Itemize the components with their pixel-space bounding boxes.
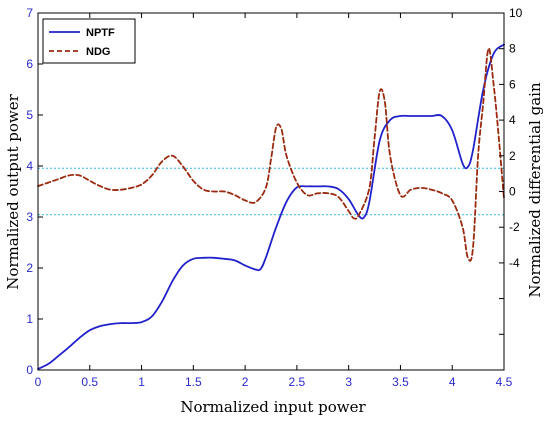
x-tick-label: 0.5 (81, 375, 98, 389)
series-line-ndg (37, 47, 505, 262)
y-left-tick-label: 5 (26, 108, 33, 122)
x-axis-ticks: 0 0.5 1 1.5 2 2.5 3 3.5 4 4.5 (35, 13, 513, 389)
y-right-tick-label: 6 (509, 77, 516, 91)
y-left-tick-label: 0 (26, 363, 33, 377)
x-tick-label: 4.5 (496, 375, 513, 389)
y-right-tick-label: 8 (509, 42, 516, 56)
x-tick-label: 1.5 (185, 375, 202, 389)
legend-label-nptf: NPTF (86, 27, 115, 39)
plot-frame (37, 12, 505, 371)
y-left-tick-label: 4 (26, 159, 33, 173)
y-axis-title-left: Normalized output power (4, 93, 22, 289)
x-tick-label: 2 (242, 375, 249, 389)
y-right-tick-label: 10 (509, 6, 523, 20)
left-axis-ticks: 0 1 2 3 4 5 6 7 (26, 6, 43, 377)
y-left-tick-label: 7 (26, 6, 33, 20)
x-tick-label: 4 (449, 375, 456, 389)
y-axis-title-right: Normalized differential gain (526, 82, 544, 298)
legend-label-ndg: NDG (86, 46, 110, 58)
y-left-tick-label: 2 (26, 261, 33, 275)
y-left-tick-label: 6 (26, 57, 33, 71)
y-left-tick-label: 3 (26, 210, 33, 224)
series-line-nptf (37, 43, 505, 370)
y-right-tick-label: -2 (509, 220, 520, 234)
legend: NPTF NDG (42, 18, 136, 64)
x-axis-title: Normalized input power (180, 398, 366, 416)
y-right-tick-label: 4 (509, 113, 516, 127)
x-tick-label: 3.5 (392, 375, 409, 389)
y-right-tick-label: 0 (509, 185, 516, 199)
x-tick-label: 2.5 (289, 375, 306, 389)
legend-box (42, 18, 136, 64)
x-tick-label: 3 (345, 375, 352, 389)
y-right-tick-label: -4 (509, 256, 520, 270)
x-tick-label: 1 (138, 375, 145, 389)
y-left-tick-label: 1 (26, 312, 33, 326)
y-right-tick-label: 2 (509, 149, 516, 163)
series-layer (37, 43, 505, 370)
reference-lines (38, 167, 504, 216)
x-tick-label: 0 (35, 375, 42, 389)
right-axis-ticks: -4 -2 0 2 4 6 8 10 (499, 6, 523, 335)
